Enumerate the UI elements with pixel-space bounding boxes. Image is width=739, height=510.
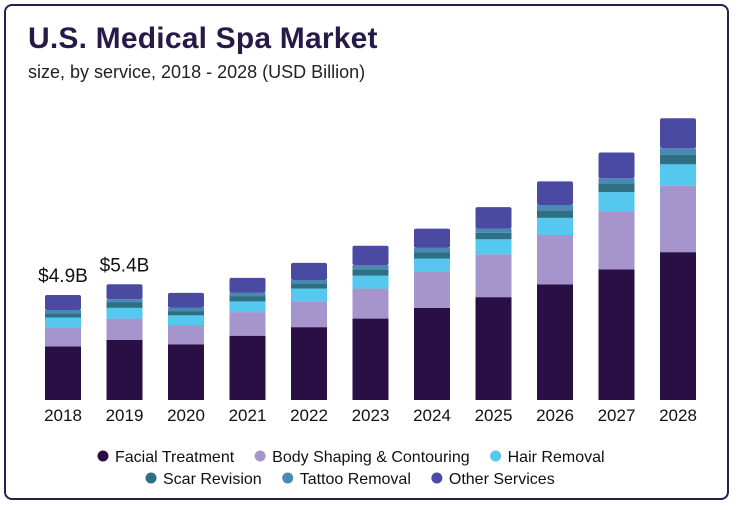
chart-title: U.S. Medical Spa Market: [28, 22, 378, 55]
bar-segment-2026-body-shaping-contouring: [537, 235, 573, 285]
bar-segment-2024-tattoo-removal: [414, 247, 450, 253]
bar-segment-2023-body-shaping-contouring: [352, 288, 389, 319]
bar-segment-2019-facial-treatment: [106, 340, 143, 400]
bar-segment-2021-facial-treatment: [229, 335, 266, 400]
legend-label-scar-revision: Scar Revision: [163, 471, 262, 488]
x-tick-label-2026: 2026: [536, 406, 574, 425]
bar-segment-2019-tattoo-removal: [106, 299, 143, 303]
bar-segment-2022-hair-removal: [291, 288, 327, 302]
bar-segment-2018-other-services: [45, 295, 81, 310]
bar-segment-2028-body-shaping-contouring: [660, 185, 696, 253]
bar-segment-2028-hair-removal: [660, 164, 696, 186]
bar-segment-2020-tattoo-removal: [168, 307, 204, 312]
bar-segment-2026-tattoo-removal: [537, 205, 573, 211]
bar-segment-2026-hair-removal: [537, 217, 573, 235]
bar-segment-2019-body-shaping-contouring: [106, 318, 143, 340]
bar-segment-2027-other-services: [598, 152, 635, 179]
bar-segment-2024-facial-treatment: [414, 307, 450, 400]
bar-segment-2027-facial-treatment: [598, 269, 635, 400]
bar-segment-2023-facial-treatment: [352, 318, 389, 400]
bar-segment-2027-body-shaping-contouring: [598, 211, 635, 270]
legend-marker-body-shaping-contouring: [254, 450, 266, 462]
bar-segment-2024-scar-revision: [414, 252, 450, 259]
bar-segment-2021-scar-revision: [229, 296, 266, 302]
bar-segment-2025-scar-revision: [475, 232, 512, 240]
bar-segment-2019-other-services: [106, 284, 143, 300]
bar-segment-2026-other-services: [537, 181, 573, 205]
legend-label-facial-treatment: Facial Treatment: [115, 449, 235, 466]
legend-marker-hair-removal: [490, 450, 502, 462]
bar-segment-2020-hair-removal: [168, 315, 204, 325]
x-tick-label-2021: 2021: [229, 406, 267, 425]
x-tick-label-2025: 2025: [475, 406, 513, 425]
bar-segment-2022-scar-revision: [291, 283, 327, 289]
bar-segment-2027-scar-revision: [598, 183, 635, 193]
data-label-2018: $4.9B: [38, 266, 88, 287]
legend-label-hair-removal: Hair Removal: [508, 449, 605, 466]
bar-segment-2018-facial-treatment: [45, 346, 81, 400]
bar-segment-2028-facial-treatment: [660, 252, 696, 400]
bar-segment-2020-body-shaping-contouring: [168, 325, 204, 345]
bar-segment-2025-tattoo-removal: [475, 228, 512, 233]
bar-segment-2024-body-shaping-contouring: [414, 271, 450, 308]
bar-segment-2019-scar-revision: [106, 302, 143, 308]
bar-segment-2018-tattoo-removal: [45, 310, 81, 314]
bar-segment-2025-hair-removal: [475, 239, 512, 255]
legend-marker-other-services: [431, 472, 443, 484]
chart-subtitle: size, by service, 2018 - 2028 (USD Billi…: [28, 62, 366, 82]
bar-segment-2021-body-shaping-contouring: [229, 312, 266, 336]
bar-segment-2023-tattoo-removal: [352, 265, 389, 270]
bar-segment-2018-hair-removal: [45, 317, 81, 328]
bar-segment-2023-scar-revision: [352, 269, 389, 276]
x-tick-label-2019: 2019: [106, 406, 144, 425]
bar-segment-2020-facial-treatment: [168, 344, 204, 400]
x-tick-label-2027: 2027: [598, 406, 636, 425]
bar-segment-2021-tattoo-removal: [229, 292, 266, 297]
bar-segment-2024-other-services: [414, 228, 450, 248]
bar-segment-2022-body-shaping-contouring: [291, 301, 327, 328]
legend-label-other-services: Other Services: [449, 471, 555, 488]
legend-marker-tattoo-removal: [282, 472, 294, 484]
bar-segment-2022-other-services: [291, 262, 327, 280]
bar-segment-2028-scar-revision: [660, 154, 696, 165]
bar-segment-2027-hair-removal: [598, 192, 635, 212]
bar-segment-2027-tattoo-removal: [598, 178, 635, 184]
bar-segment-2028-tattoo-removal: [660, 148, 696, 155]
bar-segment-2018-body-shaping-contouring: [45, 327, 81, 347]
bar-segment-2018-scar-revision: [45, 313, 81, 318]
legend-marker-facial-treatment: [97, 450, 109, 462]
legend-marker-scar-revision: [145, 472, 157, 484]
x-tick-label-2018: 2018: [44, 406, 82, 425]
bar-segment-2021-hair-removal: [229, 301, 266, 313]
bar-segment-2024-hair-removal: [414, 258, 450, 272]
bar-segment-2025-other-services: [475, 207, 512, 229]
bar-segment-2028-other-services: [660, 118, 696, 149]
bar-segment-2023-other-services: [352, 245, 389, 265]
x-tick-label-2022: 2022: [290, 406, 328, 425]
bar-segment-2019-hair-removal: [106, 307, 143, 319]
x-tick-label-2024: 2024: [413, 406, 451, 425]
legend-label-tattoo-removal: Tattoo Removal: [300, 471, 411, 488]
x-tick-label-2028: 2028: [659, 406, 697, 425]
bar-segment-2022-tattoo-removal: [291, 280, 327, 284]
bar-segment-2020-other-services: [168, 292, 204, 308]
bar-segment-2025-facial-treatment: [475, 297, 512, 400]
bar-segment-2026-facial-treatment: [537, 284, 573, 400]
bar-segment-2021-other-services: [229, 277, 266, 293]
bar-segment-2025-body-shaping-contouring: [475, 254, 512, 298]
bar-segment-2022-facial-treatment: [291, 327, 327, 400]
bar-segment-2020-scar-revision: [168, 311, 204, 316]
legend-label-body-shaping-contouring: Body Shaping & Contouring: [272, 449, 469, 466]
x-tick-label-2023: 2023: [352, 406, 390, 425]
x-tick-label-2020: 2020: [167, 406, 205, 425]
data-label-2019: $5.4B: [100, 255, 150, 276]
bar-segment-2026-scar-revision: [537, 210, 573, 218]
bar-segment-2023-hair-removal: [352, 275, 389, 289]
